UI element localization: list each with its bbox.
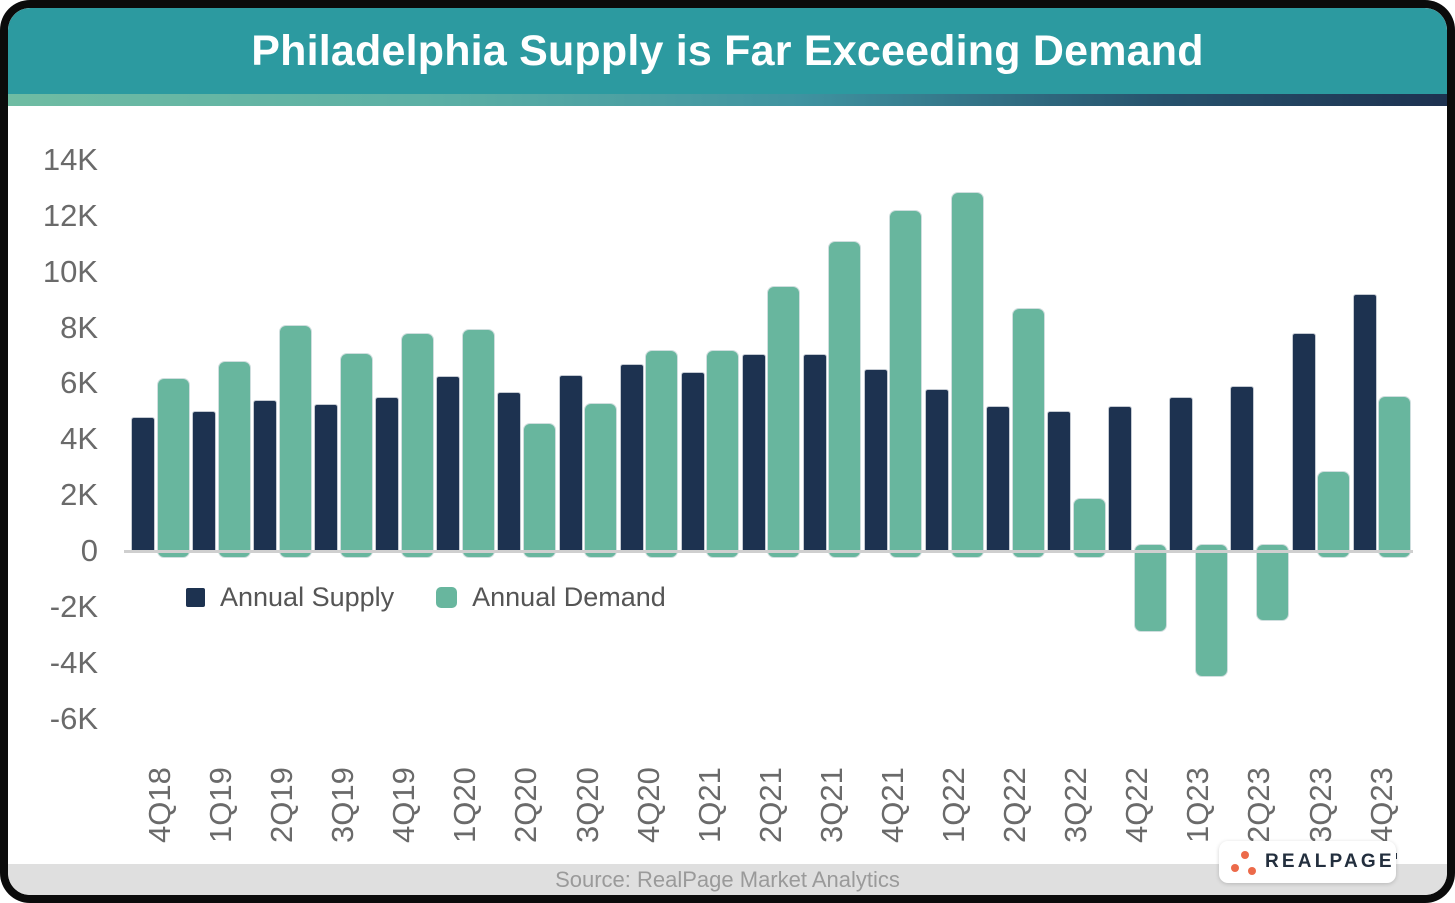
bar-annual-demand-4Q23 <box>1378 395 1412 558</box>
legend: Annual Supply Annual Demand <box>186 582 666 613</box>
bar-annual-supply-2Q23 <box>1230 386 1255 551</box>
source-bar: Source: RealPage Market Analytics <box>8 864 1447 895</box>
bar-annual-supply-3Q21 <box>802 354 827 551</box>
realpage-logo: REALPAGE <box>1219 841 1396 883</box>
demand-swatch <box>436 587 458 608</box>
bar-annual-demand-2Q23 <box>1255 544 1289 621</box>
bar-annual-demand-2Q19 <box>278 324 312 558</box>
bar-annual-supply-2Q19 <box>253 400 278 551</box>
y-tick-10K: 10K <box>42 253 98 289</box>
bar-annual-demand-2Q22 <box>1011 308 1045 558</box>
bar-annual-supply-4Q19 <box>375 397 400 551</box>
supply-swatch <box>186 588 205 607</box>
source-text: Source: RealPage Market Analytics <box>555 866 900 892</box>
title-banner: Philadelphia Supply is Far Exceeding Dem… <box>8 8 1447 94</box>
x-tick-3Q19: 3Q19 <box>325 767 361 843</box>
bar-annual-demand-3Q19 <box>339 352 373 558</box>
x-tick-2Q22: 2Q22 <box>997 767 1033 843</box>
bar-annual-supply-3Q23 <box>1291 333 1316 551</box>
legend-label-annual-supply: Annual Supply <box>220 582 395 612</box>
bar-annual-supply-1Q23 <box>1169 397 1194 551</box>
x-tick-4Q21: 4Q21 <box>874 767 910 843</box>
y-tick-6K: 6K <box>60 365 98 401</box>
x-tick-2Q19: 2Q19 <box>264 767 300 843</box>
bar-annual-demand-4Q22 <box>1133 544 1167 632</box>
bar-annual-supply-4Q21 <box>863 369 888 551</box>
bar-annual-supply-1Q20 <box>436 376 461 551</box>
x-tick-1Q22: 1Q22 <box>936 767 972 843</box>
y-tick-8K: 8K <box>60 309 98 345</box>
y-tick-2K: 2K <box>60 477 98 513</box>
bar-annual-demand-3Q23 <box>1317 471 1351 558</box>
bar-annual-demand-4Q20 <box>645 349 679 558</box>
bar-annual-supply-1Q19 <box>192 411 217 551</box>
x-tick-3Q22: 3Q22 <box>1058 767 1094 843</box>
y-tick-14K: 14K <box>42 141 98 177</box>
bar-annual-supply-2Q22 <box>986 405 1011 551</box>
realpage-logo-text: REALPAGE <box>1265 851 1395 872</box>
chart-canvas: Philadelphia Supply is Far Exceeding Dem… <box>8 8 1447 895</box>
x-tick-2Q23: 2Q23 <box>1241 767 1277 843</box>
chart-title: Philadelphia Supply is Far Exceeding Dem… <box>251 26 1204 75</box>
bar-annual-demand-3Q22 <box>1072 497 1106 558</box>
x-tick-4Q18: 4Q18 <box>142 767 177 843</box>
x-tick-3Q23: 3Q23 <box>1302 767 1338 843</box>
legend-item-annual-supply: Annual Supply <box>186 582 394 613</box>
y-tick--4K: -4K <box>49 644 98 680</box>
bar-annual-supply-4Q20 <box>619 363 644 551</box>
x-tick-4Q20: 4Q20 <box>630 767 666 843</box>
bar-annual-demand-2Q20 <box>522 422 556 558</box>
legend-label-annual-demand: Annual Demand <box>472 582 666 612</box>
title-underline-gradient <box>8 94 1447 106</box>
y-tick-12K: 12K <box>42 197 98 233</box>
zero-axis-line <box>124 550 1413 553</box>
bar-annual-demand-1Q23 <box>1194 544 1228 677</box>
bar-annual-supply-3Q20 <box>558 375 583 551</box>
bar-annual-demand-4Q18 <box>156 377 190 558</box>
x-tick-3Q21: 3Q21 <box>813 767 849 843</box>
x-tick-1Q20: 1Q20 <box>447 767 483 843</box>
bar-annual-supply-1Q21 <box>680 372 705 551</box>
bar-annual-demand-2Q21 <box>767 285 801 558</box>
x-tick-1Q23: 1Q23 <box>1180 767 1216 843</box>
bar-annual-supply-1Q22 <box>925 389 950 551</box>
bar-annual-supply-2Q21 <box>741 354 766 551</box>
x-tick-2Q20: 2Q20 <box>508 767 544 843</box>
realpage-dots-icon <box>1229 848 1259 876</box>
bar-annual-demand-1Q19 <box>217 361 251 558</box>
legend-item-annual-demand: Annual Demand <box>436 582 666 613</box>
bar-annual-demand-1Q21 <box>706 349 740 558</box>
x-tick-3Q20: 3Q20 <box>569 767 605 843</box>
bar-annual-demand-4Q21 <box>889 210 923 558</box>
bar-annual-supply-3Q22 <box>1047 411 1072 551</box>
y-tick-4K: 4K <box>60 421 98 457</box>
x-tick-4Q22: 4Q22 <box>1119 767 1155 843</box>
x-tick-4Q19: 4Q19 <box>386 767 422 843</box>
bar-annual-supply-4Q22 <box>1108 405 1133 551</box>
plot-area: Annual Supply Annual Demand 14K 12K 10K 8K 6… <box>8 106 1447 862</box>
x-tick-4Q23: 4Q23 <box>1363 767 1399 843</box>
bar-annual-supply-2Q20 <box>497 391 522 551</box>
bar-annual-supply-4Q23 <box>1352 294 1377 551</box>
bar-annual-supply-3Q19 <box>314 404 339 551</box>
bar-annual-demand-3Q20 <box>584 402 618 558</box>
x-tick-2Q21: 2Q21 <box>752 767 788 843</box>
x-tick-1Q21: 1Q21 <box>691 767 727 843</box>
bar-annual-demand-1Q22 <box>950 192 984 558</box>
bar-annual-demand-4Q19 <box>400 333 434 558</box>
y-tick-0: 0 <box>80 533 98 568</box>
bar-annual-demand-1Q20 <box>461 328 495 558</box>
bar-annual-demand-3Q21 <box>828 240 862 558</box>
bar-annual-supply-4Q18 <box>131 416 155 551</box>
y-tick--2K: -2K <box>49 588 98 624</box>
y-tick--6K: -6K <box>49 700 98 736</box>
x-tick-1Q19: 1Q19 <box>203 767 239 843</box>
